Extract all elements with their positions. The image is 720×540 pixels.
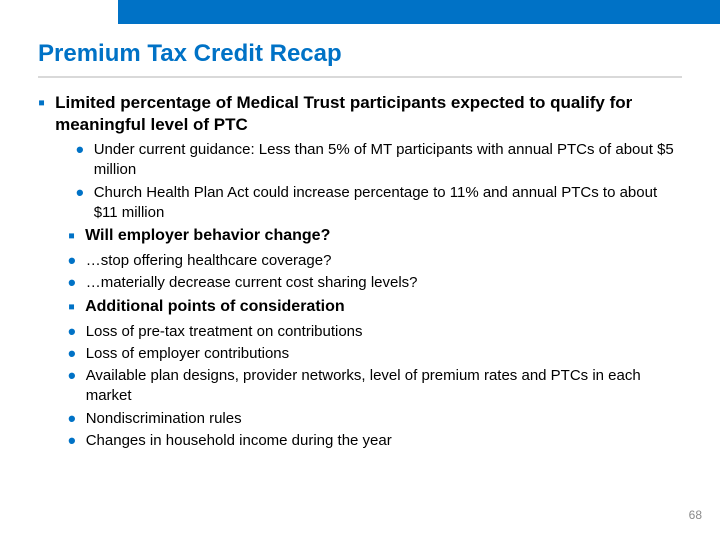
bullet-main-text: Limited percentage of Medical Trust part… [55,92,682,136]
subbullet: • Loss of pre-tax treatment on contribut… [68,322,682,342]
bullet-heading: ▪ Will employer behavior change? [68,225,682,247]
subbullet-text: Loss of pre-tax treatment on contributio… [86,322,363,342]
subbullet: • …stop offering healthcare coverage? [68,251,682,271]
slide-title: Premium Tax Credit Recap [38,40,342,68]
dot-bullet-icon: • [68,344,76,364]
subbullet: • Under current guidance: Less than 5% o… [38,140,682,181]
dot-bullet-icon: • [68,251,76,271]
bullet-main: ▪ Limited percentage of Medical Trust pa… [38,92,682,136]
subbullet: • Changes in household income during the… [68,431,682,451]
bullet-heading: ▪ Additional points of consideration [68,296,682,318]
square-bullet-icon: ▪ [38,92,45,114]
dot-bullet-icon: • [68,409,76,429]
dot-bullet-icon: • [76,183,84,203]
subbullet-text: Under current guidance: Less than 5% of … [94,140,682,181]
title-divider [38,76,682,78]
square-bullet-icon: ▪ [68,225,75,247]
subbullet-text: …stop offering healthcare coverage? [86,251,332,271]
subbullet: • Loss of employer contributions [68,344,682,364]
bullet-heading-text: Additional points of consideration [85,296,345,318]
top-accent-bar [118,0,720,24]
subbullet-text: Changes in household income during the y… [86,431,392,451]
content-area: ▪ Limited percentage of Medical Trust pa… [38,92,682,453]
square-bullet-icon: ▪ [68,296,75,318]
subbullet-text: Nondiscrimination rules [86,409,242,429]
slide: Premium Tax Credit Recap ▪ Limited perce… [0,0,720,540]
dot-bullet-icon: • [76,140,84,160]
subbullet: • Available plan designs, provider netwo… [68,366,682,407]
subbullet: • Church Health Plan Act could increase … [38,183,682,224]
subbullet: • Nondiscrimination rules [68,409,682,429]
dot-bullet-icon: • [68,273,76,293]
bullet-heading-text: Will employer behavior change? [85,225,330,247]
subbullet: • …materially decrease current cost shar… [68,273,682,293]
subbullet-text: Church Health Plan Act could increase pe… [94,183,682,224]
subsection-1: ▪ Will employer behavior change? • …stop… [38,225,682,451]
dot-bullet-icon: • [68,431,76,451]
dot-bullet-icon: • [68,322,76,342]
subbullet-text: …materially decrease current cost sharin… [86,273,418,293]
page-number: 68 [689,508,702,522]
subbullet-text: Available plan designs, provider network… [86,366,682,407]
subbullet-text: Loss of employer contributions [86,344,289,364]
dot-bullet-icon: • [68,366,76,386]
